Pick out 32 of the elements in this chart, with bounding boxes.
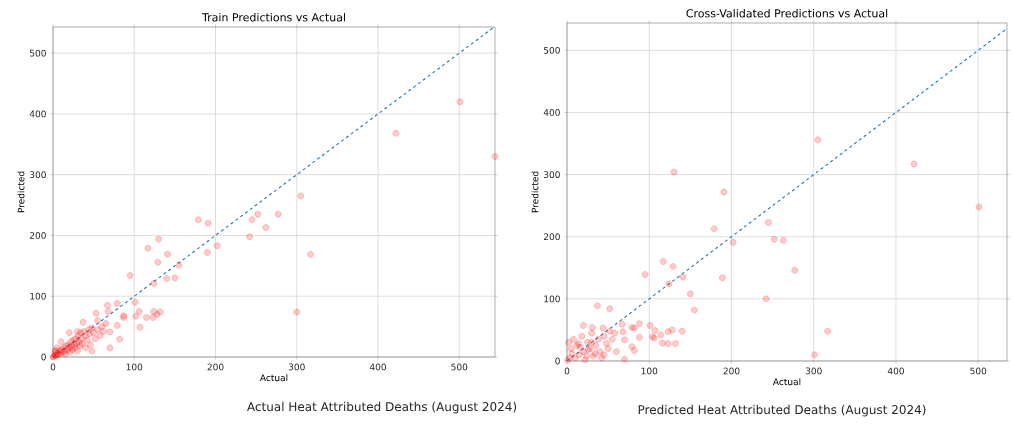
x-tick-label: 100 bbox=[641, 367, 658, 375]
y-tick-label: 0 bbox=[41, 353, 46, 361]
y-axis-title: Predicted bbox=[531, 171, 539, 213]
x-tick-label: 400 bbox=[369, 363, 386, 371]
y-tick-label: 500 bbox=[543, 46, 560, 54]
y-tick-label: 400 bbox=[29, 110, 46, 118]
x-tick-label: 0 bbox=[50, 363, 56, 371]
y-tick-label: 300 bbox=[29, 171, 46, 179]
x-tick-label: 100 bbox=[126, 363, 143, 371]
y-tick-label: 300 bbox=[543, 171, 560, 178]
y-tick-label: 200 bbox=[543, 233, 560, 241]
x-tick-label: 500 bbox=[970, 367, 987, 375]
x-tick-label: 300 bbox=[805, 367, 822, 375]
x-tick-label: 200 bbox=[723, 367, 740, 375]
y-tick-label: 100 bbox=[544, 295, 560, 303]
text: Predicted Heat Attributed Deaths (August 2024) bbox=[638, 404, 926, 417]
y-tick-label: 400 bbox=[543, 109, 560, 116]
y-tick-label: 100 bbox=[30, 292, 46, 300]
x-tick-label: 200 bbox=[207, 363, 224, 371]
x-tick-label: 300 bbox=[288, 363, 305, 371]
x-tick-label: 500 bbox=[451, 363, 468, 371]
y-axis-title: Predicted bbox=[17, 171, 25, 213]
x-tick-label: 400 bbox=[887, 367, 904, 375]
y-tick-label: 500 bbox=[29, 49, 46, 57]
chart-title: Train Predictions vs Actual bbox=[202, 12, 345, 22]
y-tick-label: 200 bbox=[29, 232, 46, 239]
x-axis-title: Actual bbox=[772, 378, 801, 386]
y-tick-label: 0 bbox=[555, 357, 560, 365]
x-axis-title: Actual bbox=[259, 374, 288, 382]
x-tick-label: 0 bbox=[564, 367, 570, 375]
chart-title: Cross-Validated Predictions vs Actual bbox=[686, 8, 888, 18]
text: Actual Heat Attributed Deaths (August 2024) bbox=[247, 401, 517, 414]
